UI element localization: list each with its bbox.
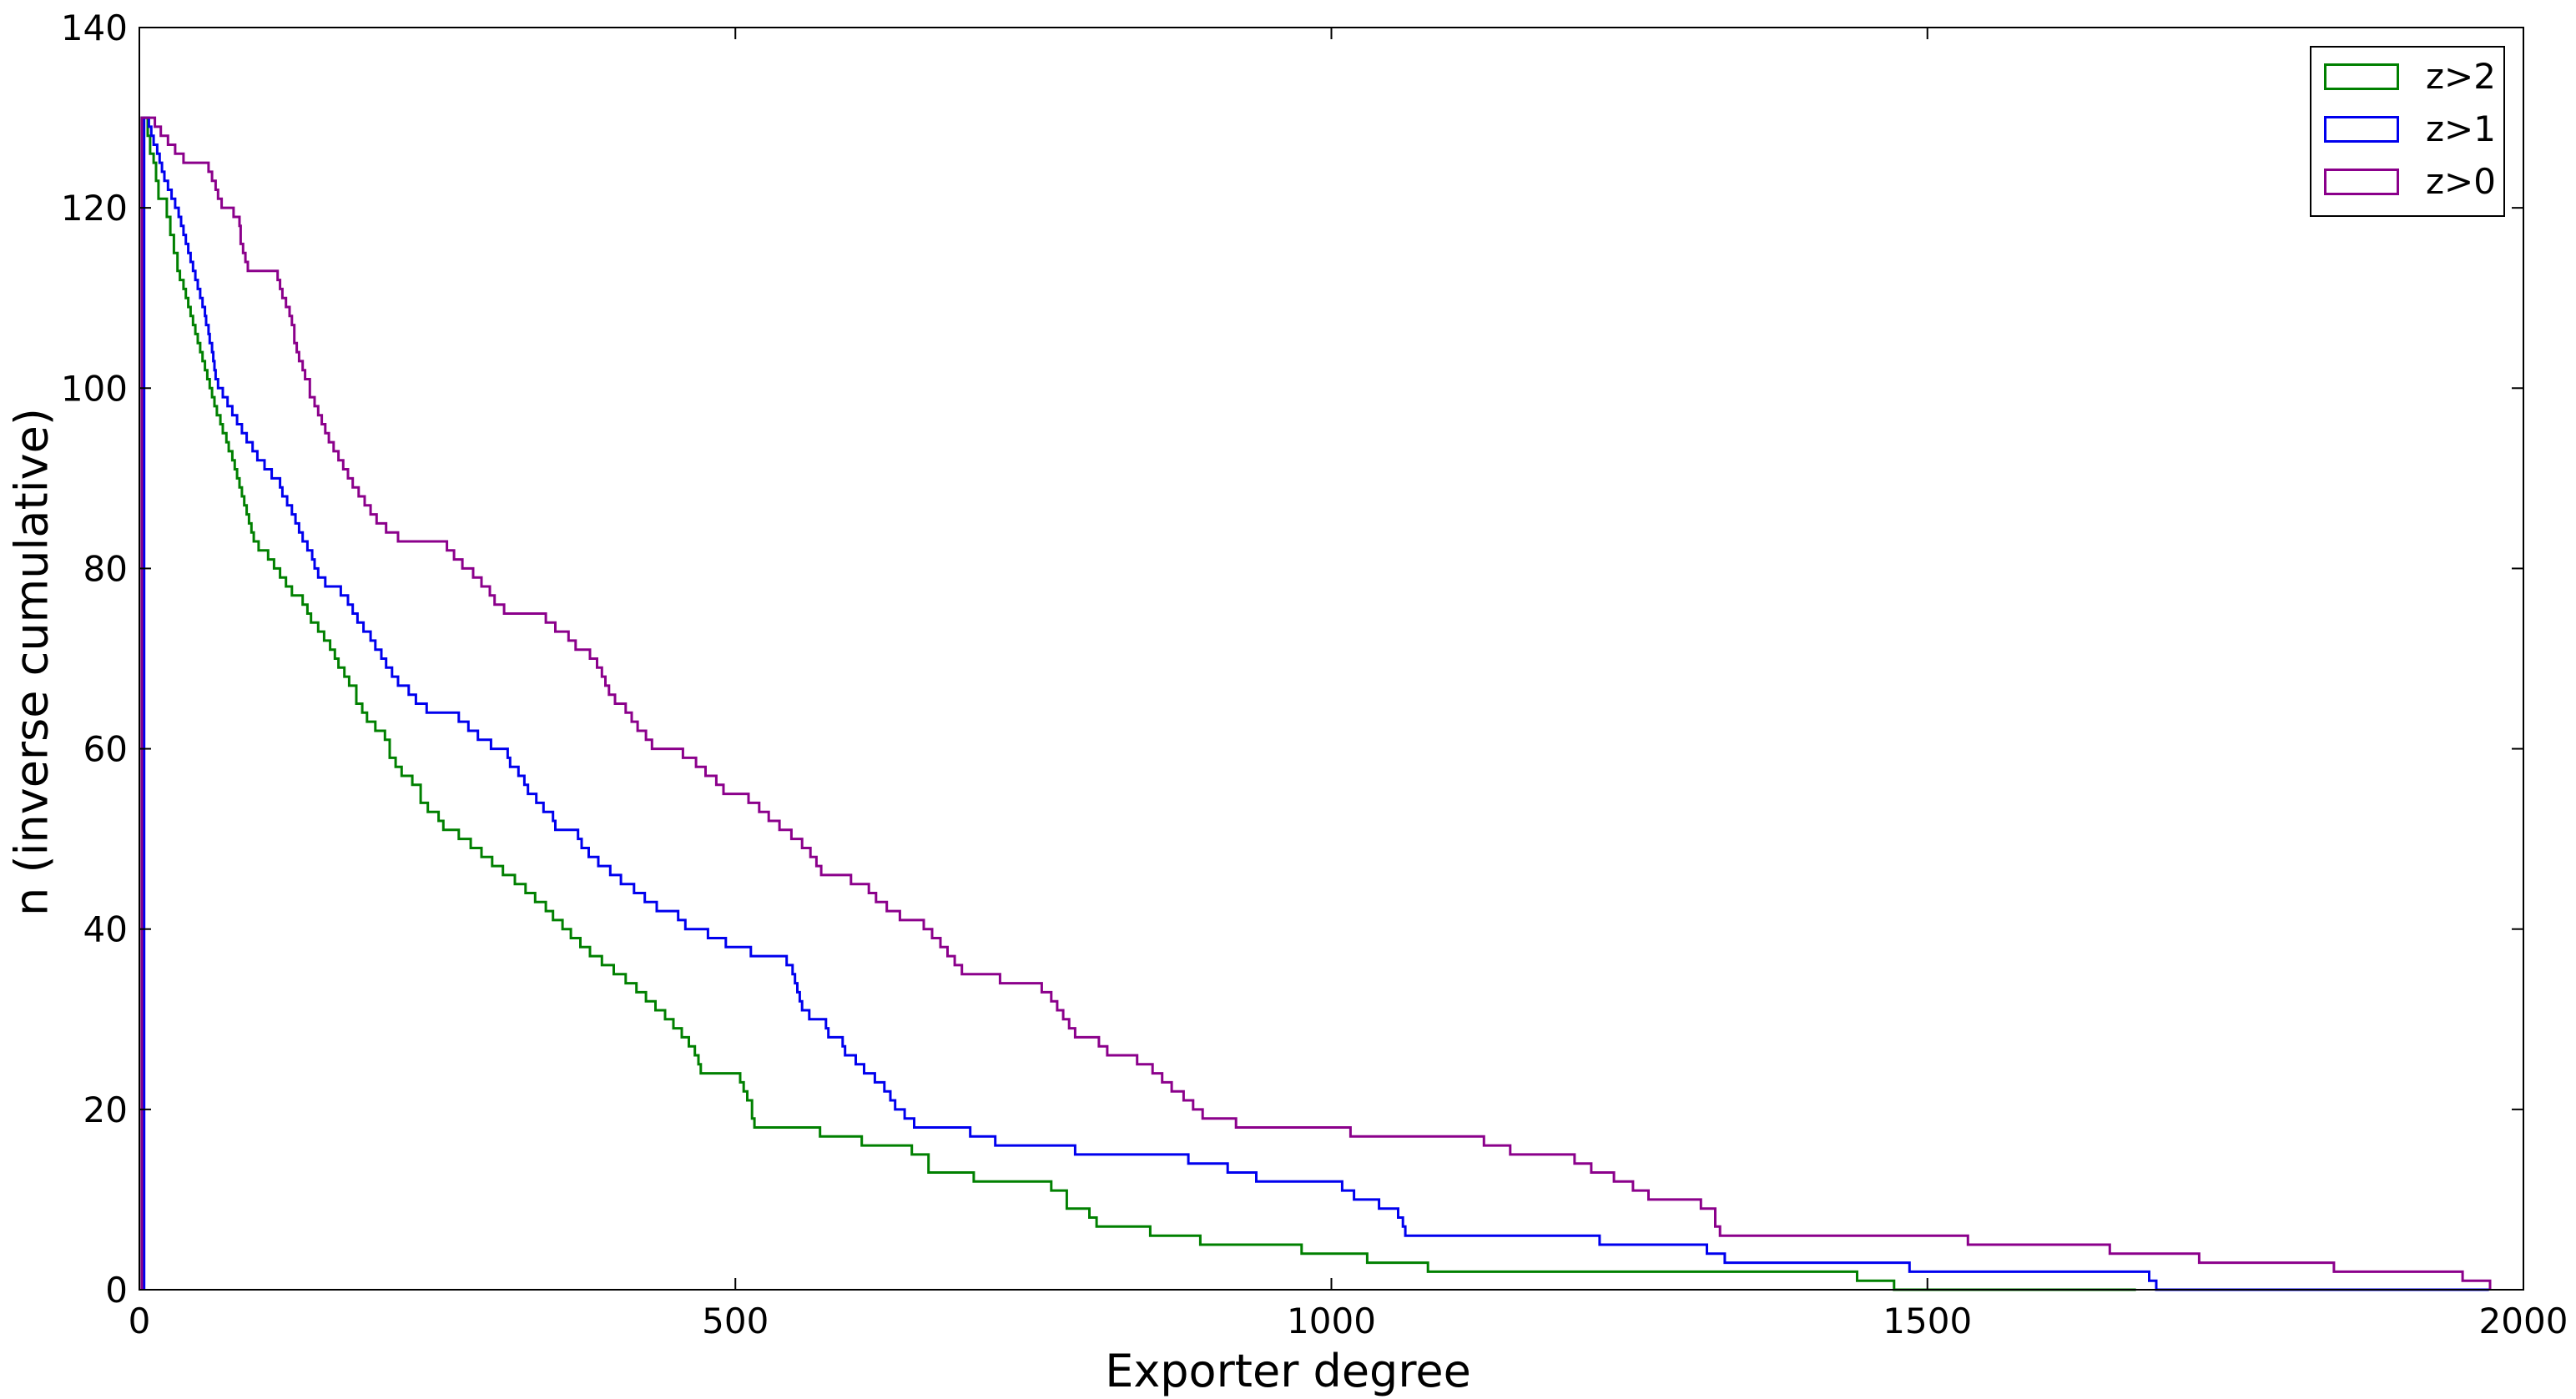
x-tick-label: 1500 <box>1883 1301 1972 1341</box>
y-tick-label: 120 <box>61 188 128 229</box>
y-tick-label: 40 <box>83 909 128 950</box>
series-z>0 <box>140 116 2492 1290</box>
y-tick-label: 80 <box>83 548 128 589</box>
series-z>1 <box>143 116 2489 1291</box>
legend-label-z1: z>1 <box>2426 108 2496 149</box>
legend: z>2 z>1 z>0 <box>2310 46 2505 217</box>
legend-swatch-z0-icon <box>2324 169 2399 195</box>
x-tick-label: 2000 <box>2479 1301 2568 1341</box>
x-tick-label: 0 <box>129 1301 151 1341</box>
legend-label-z0: z>0 <box>2426 161 2496 202</box>
x-tick-label: 500 <box>702 1301 769 1341</box>
legend-swatch-z1-icon <box>2324 116 2399 143</box>
y-tick-label: 100 <box>61 368 128 409</box>
legend-entry-z0: z>0 <box>2324 164 2496 199</box>
y-tick-label: 0 <box>105 1270 128 1311</box>
legend-swatch-z2-icon <box>2324 63 2399 90</box>
x-axis-label: Exporter degree <box>1105 1345 1471 1397</box>
x-tick-label: 1000 <box>1287 1301 1376 1341</box>
y-tick-label: 140 <box>61 8 128 48</box>
legend-label-z2: z>2 <box>2426 56 2496 97</box>
series-z>2 <box>140 116 2136 1291</box>
y-tick-label: 20 <box>83 1090 128 1130</box>
y-axis-label: n (inverse cumulative) <box>5 408 58 916</box>
y-tick-label: 60 <box>83 729 128 770</box>
legend-entry-z2: z>2 <box>2324 59 2496 94</box>
legend-entry-z1: z>1 <box>2324 112 2496 147</box>
axes-frame <box>139 27 2524 1291</box>
